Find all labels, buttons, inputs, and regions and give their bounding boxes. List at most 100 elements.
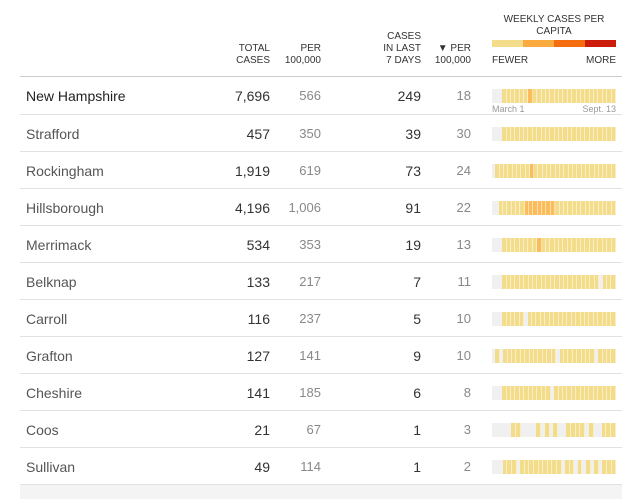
week-cell xyxy=(598,349,603,363)
week-cell xyxy=(528,423,533,437)
week-cell xyxy=(533,386,538,400)
table-row: Merrimack 534 353 19 13 xyxy=(20,226,622,263)
week-cell xyxy=(607,238,612,252)
week-cell xyxy=(580,89,586,103)
week-cell xyxy=(554,127,559,141)
week-cell xyxy=(516,201,521,215)
week-cell xyxy=(560,164,565,178)
week-cell xyxy=(547,164,552,178)
week-cell xyxy=(492,238,496,252)
week-cell xyxy=(527,312,533,326)
week-cell xyxy=(611,127,616,141)
week-cell xyxy=(538,460,544,474)
week-cell xyxy=(561,460,566,474)
week-cell xyxy=(542,201,547,215)
county-name: Grafton xyxy=(26,348,73,364)
week-cell xyxy=(585,423,590,437)
week-cell xyxy=(534,349,539,363)
legend-title: WEEKLY CASES PER CAPITA xyxy=(503,14,605,37)
week-cell xyxy=(519,238,524,252)
week-cell xyxy=(524,89,529,103)
week-cell xyxy=(593,423,598,437)
week-cell xyxy=(550,89,555,103)
county-name: Belknap xyxy=(26,274,77,290)
week-cell xyxy=(598,312,603,326)
legend-swatch xyxy=(554,40,585,47)
table-row: Strafford 457 350 39 30 xyxy=(20,115,622,152)
week-cell xyxy=(585,127,590,141)
county-name: Merrimack xyxy=(26,237,92,253)
week-cell xyxy=(502,238,507,252)
week-cell xyxy=(503,164,509,178)
week-cell xyxy=(602,460,608,474)
cases-per-100k: 350 xyxy=(299,126,321,141)
week-cell xyxy=(606,423,612,437)
week-cell xyxy=(503,201,508,215)
cases-per-100k: 237 xyxy=(299,311,321,326)
legend-swatch xyxy=(523,40,554,47)
table-row: Coos 21 67 1 3 xyxy=(20,411,622,448)
week-cell xyxy=(611,349,616,363)
week-cell xyxy=(511,201,517,215)
week-cell xyxy=(536,423,541,437)
week-cell xyxy=(568,201,573,215)
week-cell xyxy=(585,349,591,363)
week-cell xyxy=(510,127,516,141)
week-cell xyxy=(572,201,577,215)
weekly-cases-strip xyxy=(492,423,617,437)
week-cell xyxy=(611,423,617,437)
week-cell xyxy=(545,238,551,252)
week-cell xyxy=(556,349,560,363)
week-cell xyxy=(540,312,546,326)
week-cell xyxy=(555,164,560,178)
week-cell xyxy=(498,127,503,141)
week-cell xyxy=(495,164,500,178)
week-cell xyxy=(532,423,537,437)
week-cell xyxy=(550,238,555,252)
week-cell xyxy=(495,349,500,363)
week-cell xyxy=(532,89,538,103)
cases-last-7-days: 1 xyxy=(413,422,421,438)
week-cell xyxy=(562,312,568,326)
week-cell xyxy=(572,349,578,363)
week-cell xyxy=(594,89,599,103)
header-line: PER xyxy=(300,43,321,54)
week-cell xyxy=(611,164,617,178)
week-cell xyxy=(502,386,507,400)
week-cell xyxy=(495,423,500,437)
cases-last-7-days: 249 xyxy=(397,88,421,104)
table-row: Carroll 116 237 5 10 xyxy=(20,300,622,337)
week-cell xyxy=(576,201,582,215)
weekly-cases-strip xyxy=(492,312,616,326)
week-cell xyxy=(540,423,545,437)
week-cell xyxy=(572,275,578,289)
cases-last-7-days: 1 xyxy=(413,459,421,475)
week-cell xyxy=(594,164,599,178)
week-cell xyxy=(524,386,529,400)
last-7-per-100k: 10 xyxy=(456,311,471,326)
week-cell xyxy=(524,423,529,437)
week-cell xyxy=(542,164,548,178)
week-cell xyxy=(556,460,562,474)
week-cell xyxy=(506,386,512,400)
week-cell xyxy=(498,386,503,400)
last-7-per-100k: 2 xyxy=(463,459,471,474)
cases-last-7-days: 39 xyxy=(405,126,421,142)
week-cell xyxy=(549,312,555,326)
week-cell xyxy=(507,423,512,437)
county-name: Hillsborough xyxy=(26,200,104,216)
week-cell xyxy=(577,164,582,178)
county-name: Carroll xyxy=(26,311,68,327)
week-cell xyxy=(611,89,616,103)
week-cell xyxy=(529,164,535,178)
week-cell xyxy=(563,127,568,141)
week-cell xyxy=(495,312,499,326)
legend-swatch xyxy=(585,40,616,47)
week-cell xyxy=(570,423,576,437)
week-cell xyxy=(524,127,529,141)
week-cell xyxy=(495,127,499,141)
weekly-cases-strip xyxy=(492,164,617,178)
cases-per-100k: 114 xyxy=(300,459,321,474)
header-per-100k-sorted[interactable]: ▼ PER 100,000 xyxy=(435,43,471,67)
week-cell xyxy=(563,89,568,103)
